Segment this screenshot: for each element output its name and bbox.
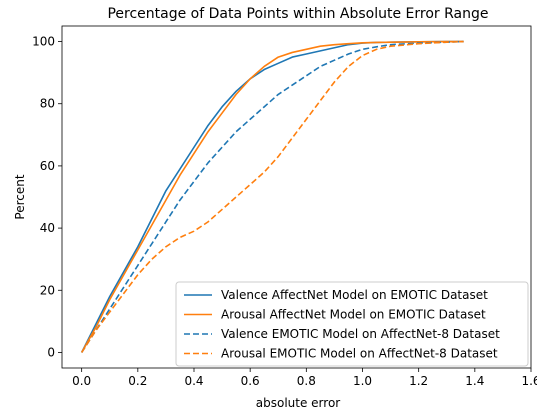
plot-frame (61, 25, 532, 369)
x-tick-label: 1.2 (409, 374, 428, 388)
legend-entry-label: Arousal AffectNet Model on EMOTIC Datase… (221, 308, 486, 322)
y-tick-label: 60 (40, 159, 55, 173)
x-tick-label: 1.0 (353, 374, 372, 388)
plot-area: 0.0 0.2 0.4 0.6 0.8 1.0 1.2 1.4 1.6 0 20 40 60 80 100 (32, 25, 537, 388)
x-tick-label: 0.4 (184, 374, 203, 388)
series-line-4 (80, 40, 464, 353)
x-tick-label: 0.2 (128, 374, 147, 388)
legend-box (175, 281, 529, 367)
x-tick-label: 1.6 (521, 374, 537, 388)
x-tick-label: 1.4 (465, 374, 484, 388)
x-axis-label: absolute error (256, 396, 341, 410)
legend-entry-label: Arousal EMOTIC Model on AffectNet-8 Data… (221, 347, 498, 361)
y-axis-label: Percent (13, 174, 27, 219)
y-tick-label: 80 (40, 97, 55, 111)
chart-title: Percentage of Data Points within Absolut… (107, 6, 488, 22)
y-tick-label: 100 (32, 35, 55, 49)
y-tick-label: 0 (47, 345, 55, 359)
legend-entry-label: Valence AffectNet Model on EMOTIC Datase… (221, 288, 488, 302)
legend: Valence AffectNet Model on EMOTIC Datase… (175, 281, 529, 367)
y-tick-label: 20 (40, 283, 55, 297)
y-tick-label: 40 (40, 221, 55, 235)
series-line-3 (80, 40, 464, 353)
x-tick-label: 0.8 (297, 374, 316, 388)
series-line-2 (80, 40, 464, 353)
legend-entry-label: Valence EMOTIC Model on AffectNet-8 Data… (221, 327, 500, 341)
x-tick-label: 0.6 (241, 374, 260, 388)
x-tick-label: 0.0 (72, 374, 91, 388)
